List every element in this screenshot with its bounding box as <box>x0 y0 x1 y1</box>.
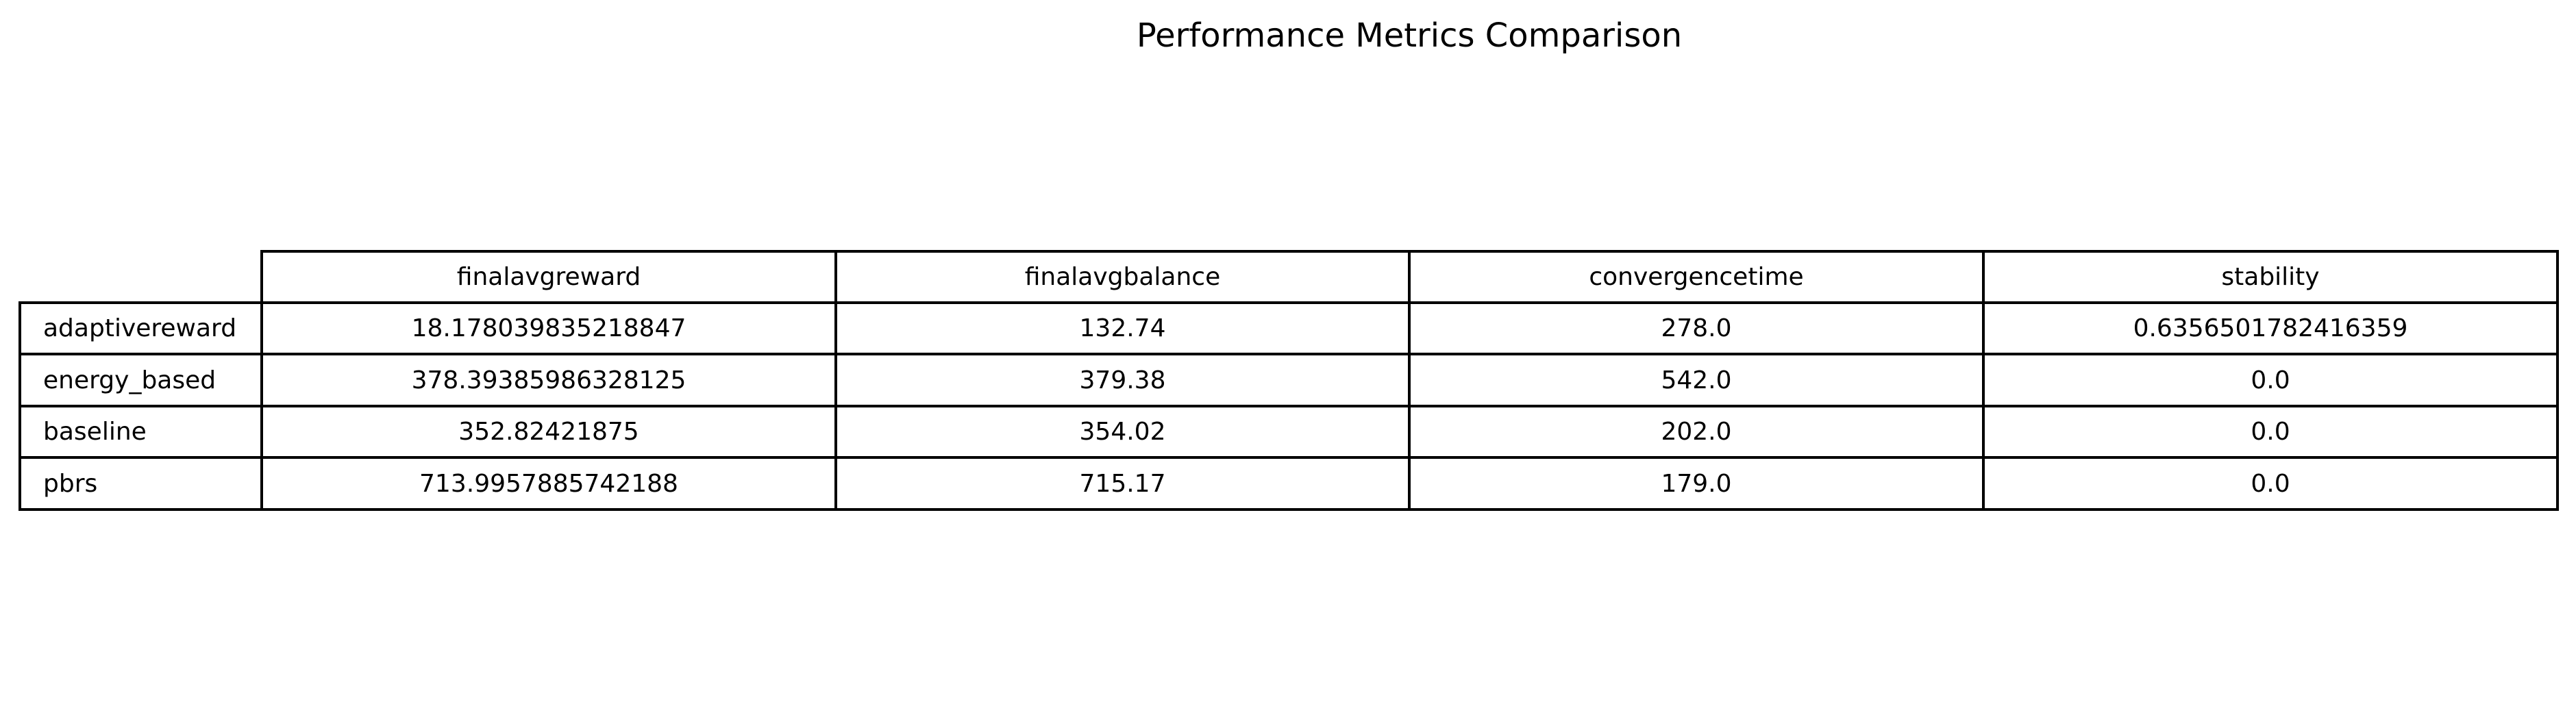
table-cell-baseline-stability: 0.0 <box>1982 405 2559 459</box>
table-cell-pbrs-convergencetime: 179.0 <box>1408 456 1985 511</box>
row-label-adaptivereward: adaptivereward <box>18 301 263 355</box>
table-cell-energy_based-finalavgbalance: 379.38 <box>834 353 1411 407</box>
table-cell-baseline-finalavgreward: 352.82421875 <box>260 405 837 459</box>
table-cell-baseline-finalavgbalance: 354.02 <box>834 405 1411 459</box>
table-cell-pbrs-stability: 0.0 <box>1982 456 2559 511</box>
column-header-stability: stability <box>1982 250 2559 304</box>
column-header-convergencetime: convergencetime <box>1408 250 1985 304</box>
table-cell-energy_based-stability: 0.0 <box>1982 353 2559 407</box>
table-cell-adaptivereward-convergencetime: 278.0 <box>1408 301 1985 355</box>
table-cell-adaptivereward-finalavgbalance: 132.74 <box>834 301 1411 355</box>
table-cell-pbrs-finalavgbalance: 715.17 <box>834 456 1411 511</box>
table-cell-energy_based-convergencetime: 542.0 <box>1408 353 1985 407</box>
table-cell-baseline-convergencetime: 202.0 <box>1408 405 1985 459</box>
row-label-pbrs: pbrs <box>18 456 263 511</box>
column-header-finalavgbalance: finalavgbalance <box>834 250 1411 304</box>
row-label-baseline: baseline <box>18 405 263 459</box>
chart-title: Performance Metrics Comparison <box>1136 16 1683 55</box>
column-header-finalavgreward: finalavgreward <box>260 250 837 304</box>
row-label-energy_based: energy_based <box>18 353 263 407</box>
table-cell-adaptivereward-finalavgreward: 18.178039835218847 <box>260 301 837 355</box>
table-cell-energy_based-finalavgreward: 378.39385986328125 <box>260 353 837 407</box>
table-cell-pbrs-finalavgreward: 713.9957885742188 <box>260 456 837 511</box>
table-cell-adaptivereward-stability: 0.6356501782416359 <box>1982 301 2559 355</box>
